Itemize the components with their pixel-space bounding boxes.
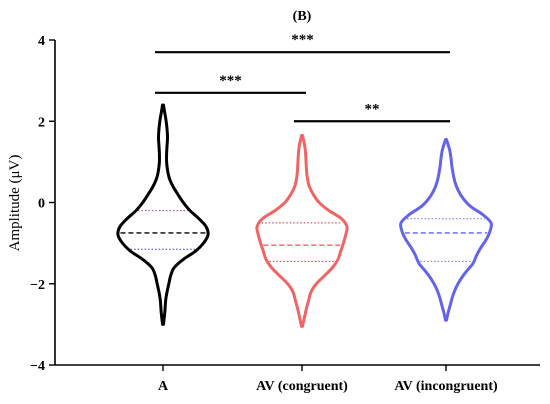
y-axis-label: Amplitude (μV) — [7, 155, 23, 252]
y-tick-label: 0 — [38, 197, 45, 212]
violin-outline — [116, 103, 210, 326]
panel-label: (B) — [293, 9, 312, 24]
y-tick-label: −2 — [30, 278, 45, 293]
y-tick-label: −4 — [30, 359, 45, 374]
violin-outline — [399, 138, 493, 322]
x-category-label: AV (incongruent) — [394, 379, 498, 394]
significance-label: *** — [291, 32, 314, 48]
violin-outline — [255, 133, 349, 328]
y-tick-label: 4 — [38, 34, 45, 49]
significance-brackets: ******** — [155, 32, 450, 123]
axes: −4 −2 0 2 4 A AV (congruent) AV (incongruent) — [30, 34, 540, 394]
y-tick-label: 2 — [38, 115, 45, 130]
violins — [116, 103, 493, 328]
significance-label: *** — [219, 73, 242, 89]
x-category-label: AV (congruent) — [256, 379, 348, 394]
significance-label: ** — [365, 101, 380, 117]
x-category-label: A — [158, 379, 169, 394]
